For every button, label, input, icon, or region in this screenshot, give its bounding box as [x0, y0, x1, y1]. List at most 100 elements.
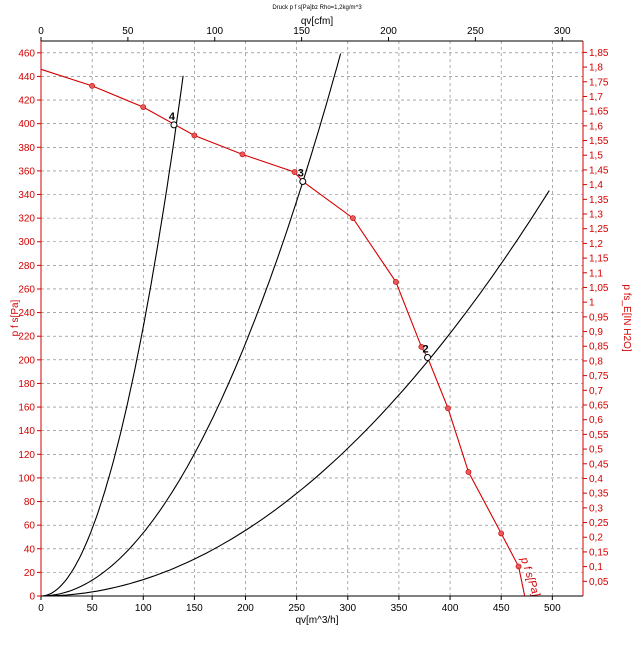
tick-label-top: 50 [122, 26, 134, 37]
tick-label-right: 1,85 [589, 48, 609, 59]
tick-label-right: 0,9 [589, 327, 603, 338]
tick-label-right: 0,95 [589, 312, 609, 323]
tick-label-right: 1,6 [589, 121, 603, 132]
tick-label-top: 150 [293, 26, 310, 37]
left-axis-label: p f s[Pa] [10, 299, 21, 336]
tick-label-left: 300 [18, 237, 35, 248]
grid [41, 41, 583, 596]
tick-label-left: 340 [18, 190, 35, 201]
tick-label-left: 60 [24, 521, 36, 532]
tick-label-right: 0,5 [589, 445, 603, 456]
tick-label-right: 0,35 [589, 489, 609, 500]
tick-label-right: 1,1 [589, 268, 603, 279]
tick-label-left: 20 [24, 568, 36, 579]
tick-label-top: 250 [467, 26, 484, 37]
tick-label-right: 1,8 [589, 63, 603, 74]
tick-label-right: 1,05 [589, 283, 609, 294]
tick-label-right: 0,25 [589, 518, 609, 529]
tick-label-left: 120 [18, 450, 35, 461]
tick-label-right: 0,55 [589, 430, 609, 441]
system-curve-2 [40, 53, 342, 597]
tick-label-right: 1,5 [589, 151, 603, 162]
pressure-curve-point [418, 343, 425, 350]
tick-label-top: 100 [206, 26, 223, 37]
tick-label-right: 0,8 [589, 356, 603, 367]
tick-label-right: 1,55 [589, 136, 609, 147]
tick-label-bottom: 250 [288, 603, 305, 614]
tick-label-left: 380 [18, 143, 35, 154]
pressure-curve-point [239, 151, 246, 158]
tick-label-left: 360 [18, 166, 35, 177]
tick-label-right: 0,15 [589, 547, 609, 558]
tick-label-right: 0,45 [589, 459, 609, 470]
tick-label-right: 1,15 [589, 254, 609, 265]
tick-label-left: 160 [18, 403, 35, 414]
tick-label-left: 100 [18, 473, 35, 484]
tick-label-right: 0,2 [589, 533, 603, 544]
tick-label-left: 220 [18, 332, 35, 343]
system-curve-3 [40, 190, 550, 597]
right-axis-label: p fs_E[IN H2O] [621, 284, 632, 351]
tick-label-right: 0,05 [589, 577, 609, 588]
tick-label-left: 0 [29, 592, 35, 603]
plot-frame [37, 37, 587, 600]
tick-label-bottom: 350 [391, 603, 408, 614]
tick-label-right: 1,3 [589, 210, 603, 221]
tick-label-right: 0,85 [589, 342, 609, 353]
pressure-curve-point [515, 563, 522, 570]
pressure-curve-point [291, 169, 298, 175]
tick-label-bottom: 300 [339, 603, 356, 614]
operating-point-label: 4 [169, 111, 176, 123]
system-curve-1 [40, 75, 184, 597]
tick-label-right: 1,4 [589, 180, 603, 191]
pressure-curve-point [191, 132, 198, 139]
tick-label-left: 40 [24, 544, 36, 555]
top-axis-label: qv[cfm] [301, 16, 333, 27]
tick-label-right: 0,4 [589, 474, 603, 485]
tick-label-right: 1,45 [589, 165, 609, 176]
tick-label-bottom: 400 [442, 603, 459, 614]
tick-label-top: 300 [554, 26, 571, 37]
tick-label-right: 0,75 [589, 371, 609, 382]
pressure-curve-point [445, 405, 451, 412]
pressure-curve-point [89, 82, 96, 89]
tick-label-left: 400 [18, 119, 35, 130]
tick-label-top: 200 [380, 26, 397, 37]
pressure-curve-point [140, 104, 147, 111]
tick-label-right: 1,25 [589, 224, 609, 235]
tick-label-bottom: 150 [186, 603, 203, 614]
tick-label-bottom: 200 [237, 603, 254, 614]
operating-point-marker [170, 121, 178, 129]
tick-label-right: 1,65 [589, 107, 609, 118]
operating-point-marker [299, 178, 307, 186]
tick-label-right: 1,75 [589, 77, 609, 88]
tick-label-left: 460 [18, 48, 35, 59]
chart-title: Druck p f s[Pa]bz Rho=1,2kg/m^3 [272, 5, 362, 11]
tick-label-left: 240 [18, 308, 35, 319]
tick-label-bottom: 0 [38, 603, 44, 614]
tick-label-right: 0,1 [589, 562, 603, 573]
tick-label-right: 0,7 [589, 386, 603, 397]
tick-label-top: 0 [38, 26, 44, 37]
tick-label-left: 260 [18, 284, 35, 295]
tick-label-left: 140 [18, 426, 35, 437]
operating-point-label: 3 [298, 168, 304, 180]
tick-label-right: 1 [589, 298, 595, 309]
tick-label-bottom: 100 [135, 603, 152, 614]
tick-label-left: 180 [18, 379, 35, 390]
tick-label-right: 1,7 [589, 92, 603, 103]
tick-label-left: 80 [24, 497, 36, 508]
tick-label-left: 280 [18, 261, 35, 272]
operating-point-marker [424, 353, 432, 361]
operating-point-label: 2 [422, 343, 428, 355]
pressure-curve-point [498, 530, 505, 537]
bottom-axis-label: qv[m^3/h] [295, 615, 338, 626]
pressure-curve-point [465, 469, 472, 475]
tick-label-right: 0,3 [589, 503, 603, 514]
tick-label-left: 440 [18, 72, 35, 83]
tick-label-right: 1,2 [589, 239, 603, 250]
tick-label-left: 200 [18, 355, 35, 366]
tick-label-bottom: 500 [544, 603, 561, 614]
